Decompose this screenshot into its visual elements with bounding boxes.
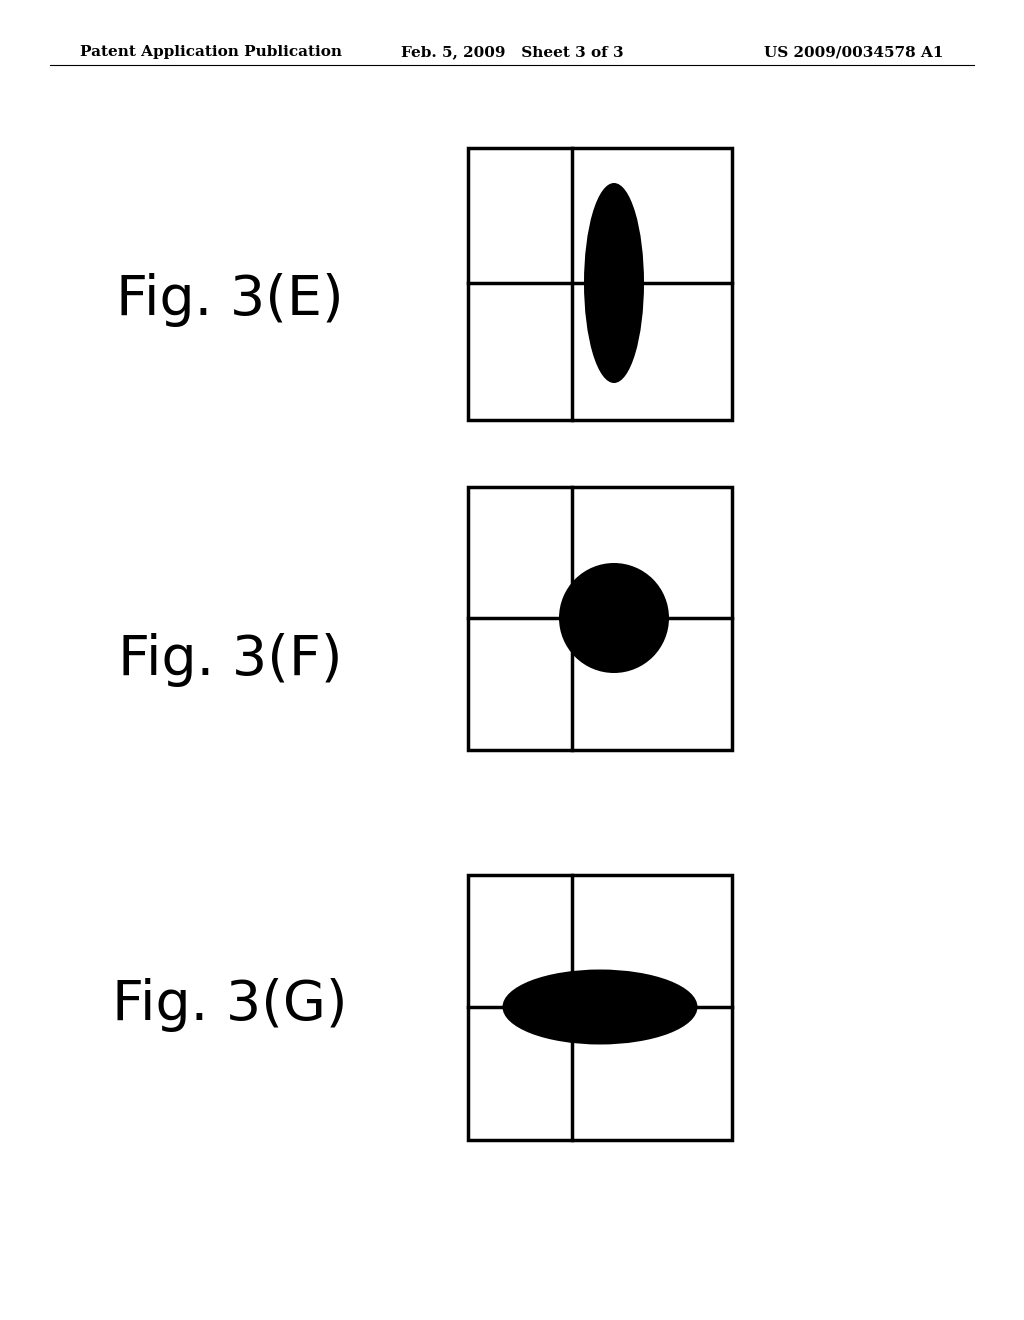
Ellipse shape bbox=[503, 969, 697, 1044]
Bar bbox=[468, 148, 732, 420]
Bar bbox=[468, 875, 732, 1140]
Text: Fig. 3(G): Fig. 3(G) bbox=[113, 978, 348, 1032]
Ellipse shape bbox=[584, 183, 644, 383]
Text: US 2009/0034578 A1: US 2009/0034578 A1 bbox=[765, 45, 944, 59]
Text: Patent Application Publication: Patent Application Publication bbox=[80, 45, 342, 59]
Bar bbox=[468, 487, 732, 750]
Ellipse shape bbox=[559, 564, 669, 673]
Text: Fig. 3(E): Fig. 3(E) bbox=[116, 273, 344, 327]
Text: Fig. 3(F): Fig. 3(F) bbox=[118, 634, 342, 686]
Text: Feb. 5, 2009   Sheet 3 of 3: Feb. 5, 2009 Sheet 3 of 3 bbox=[400, 45, 624, 59]
